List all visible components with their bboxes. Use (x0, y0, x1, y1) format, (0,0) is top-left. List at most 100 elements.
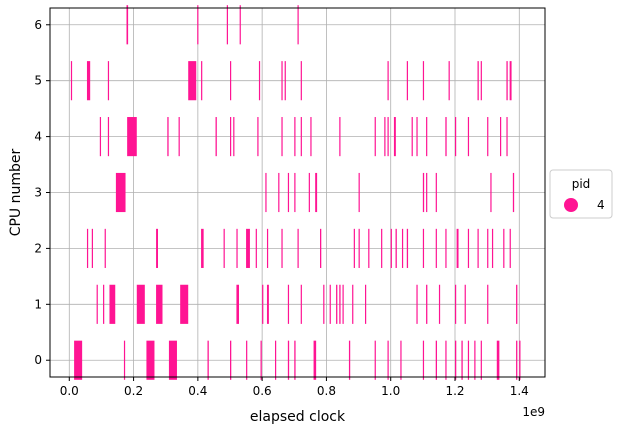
event-mark (352, 284, 354, 324)
event-mark (445, 228, 447, 268)
event-mark (339, 117, 341, 157)
event-mark (294, 172, 296, 213)
event-mark (167, 117, 169, 157)
event-mark (516, 340, 518, 380)
event-mark (435, 228, 437, 268)
event-mark (455, 284, 457, 324)
event-mark (246, 340, 248, 380)
event-mark (315, 172, 318, 213)
event-mark (401, 228, 404, 268)
event-mark (300, 117, 302, 157)
legend-label: 4 (597, 198, 605, 212)
event-mark (287, 172, 290, 213)
event-mark (342, 284, 344, 324)
x-tick-label: 0.8 (317, 384, 336, 398)
event-mark (201, 228, 204, 268)
event-mark (487, 228, 489, 268)
x-tick-label: 0.4 (188, 384, 207, 398)
event-mark (281, 228, 283, 268)
event-mark (503, 228, 505, 268)
event-mark (438, 284, 441, 324)
event-mark (365, 284, 367, 324)
event-mark (358, 172, 360, 213)
event-mark (422, 340, 425, 380)
event-mark (387, 340, 389, 380)
event-mark (265, 172, 267, 213)
event-mark (70, 61, 73, 101)
event-mark (490, 172, 492, 213)
event-mark (230, 61, 232, 101)
event-mark (491, 228, 494, 268)
event-mark (104, 228, 106, 268)
legend-title: pid (572, 177, 591, 191)
event-mark (381, 228, 383, 268)
event-mark (406, 61, 408, 101)
event-mark (284, 61, 286, 101)
event-mark (422, 61, 425, 101)
event-mark (255, 228, 257, 268)
event-mark (281, 61, 283, 101)
event-mark (487, 284, 489, 324)
event-mark (246, 228, 250, 268)
event-mark (500, 117, 502, 157)
event-mark (509, 228, 511, 268)
event-mark (223, 228, 225, 268)
grid-lines (50, 8, 545, 377)
event-mark (477, 228, 479, 268)
event-mark (506, 117, 508, 157)
event-mark (320, 228, 322, 268)
event-mark (512, 172, 515, 213)
y-tick-label: 2 (34, 241, 42, 255)
event-mark (353, 228, 355, 268)
event-mark (103, 284, 105, 324)
event-mark (426, 117, 428, 157)
event-mark (464, 284, 466, 324)
event-mark (456, 228, 459, 268)
y-tick-label: 3 (34, 186, 42, 200)
event-mark (275, 340, 277, 380)
event-mark (300, 284, 302, 324)
event-mark (96, 284, 98, 324)
event-mark (336, 284, 338, 324)
event-mark (91, 228, 93, 268)
x-axis-ticks: 0.0 0.2 0.4 0.6 0.8 1.0 1.2 1.4 (60, 377, 529, 398)
event-mark (239, 5, 241, 45)
event-mark (480, 340, 482, 380)
event-mark (156, 228, 158, 268)
event-mark (416, 284, 418, 324)
legend: pid 4 (549, 169, 613, 219)
event-mark (477, 61, 479, 101)
y-tick-label: 4 (34, 130, 42, 144)
x-tick-label: 1.0 (381, 384, 400, 398)
event-mark (281, 117, 283, 157)
event-mark (474, 340, 476, 380)
event-mark (416, 117, 418, 157)
event-mark (384, 117, 386, 157)
event-mark (86, 228, 89, 268)
event-mark (323, 284, 325, 324)
event-mark (146, 340, 155, 380)
event-mark (506, 61, 508, 101)
event-mark (461, 340, 463, 380)
x-tick-label: 1.2 (445, 384, 464, 398)
event-mark (107, 117, 110, 157)
event-mark (400, 340, 402, 380)
event-mark (426, 284, 428, 324)
event-mark (258, 61, 261, 101)
y-tick-label: 1 (34, 297, 42, 311)
event-mark (435, 172, 437, 213)
event-mark (260, 340, 262, 380)
event-mark (329, 284, 331, 324)
event-mark (257, 117, 259, 157)
event-mark (445, 117, 447, 157)
event-mark (180, 284, 189, 324)
event-mark (297, 228, 299, 268)
y-tick-label: 0 (34, 353, 42, 367)
event-mark (115, 172, 126, 213)
event-mark (230, 340, 232, 380)
event-mark (467, 340, 470, 380)
event-mark (236, 284, 239, 324)
event-mark (445, 340, 447, 380)
event-mark (426, 172, 428, 213)
